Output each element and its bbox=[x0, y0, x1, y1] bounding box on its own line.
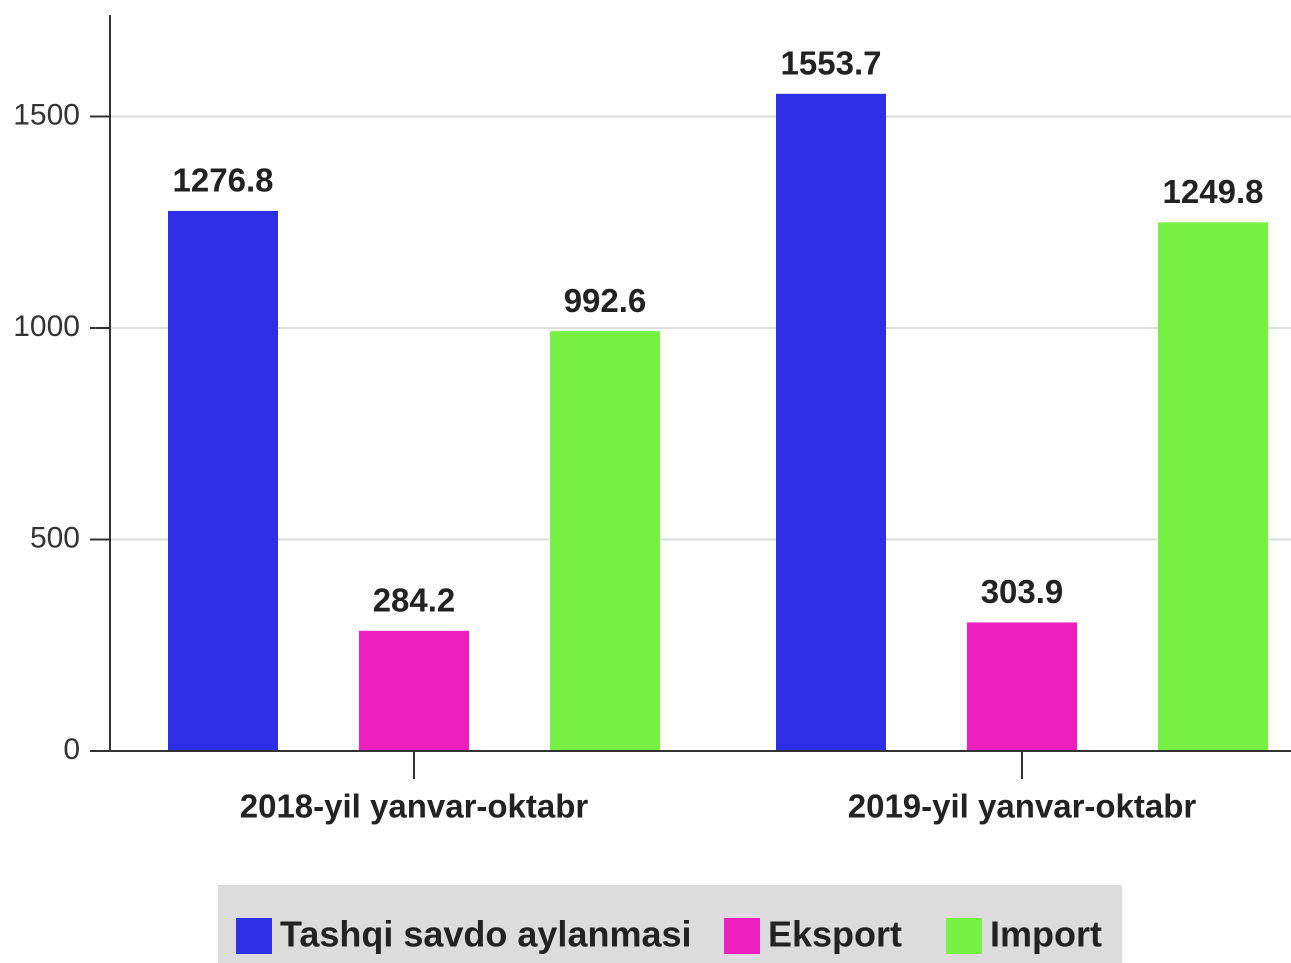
legend-label: Tashqi savdo aylanmasi bbox=[280, 914, 692, 955]
bar bbox=[1158, 222, 1268, 751]
bar bbox=[550, 331, 660, 751]
value-label: 1276.8 bbox=[173, 162, 274, 199]
legend-swatch bbox=[724, 918, 760, 954]
y-tick-label: 500 bbox=[30, 521, 80, 554]
value-label: 1553.7 bbox=[781, 45, 882, 82]
y-tick-label: 1500 bbox=[13, 98, 80, 131]
x-tick-label: 2018-yil yanvar-oktabr bbox=[240, 788, 589, 825]
bar bbox=[967, 622, 1077, 751]
bar bbox=[776, 93, 886, 752]
value-label: 303.9 bbox=[981, 573, 1064, 610]
y-tick-label: 0 bbox=[63, 733, 80, 766]
legend-swatch bbox=[946, 918, 982, 954]
legend-swatch bbox=[236, 918, 272, 954]
bar bbox=[359, 630, 469, 751]
value-label: 1249.8 bbox=[1163, 173, 1264, 210]
x-tick-label: 2019-yil yanvar-oktabr bbox=[848, 788, 1197, 825]
legend-label: Import bbox=[990, 914, 1102, 955]
bar bbox=[168, 210, 278, 751]
legend-label: Eksport bbox=[768, 914, 902, 955]
value-label: 992.6 bbox=[564, 282, 647, 319]
value-label: 284.2 bbox=[373, 582, 456, 619]
y-tick-label: 1000 bbox=[13, 310, 80, 343]
